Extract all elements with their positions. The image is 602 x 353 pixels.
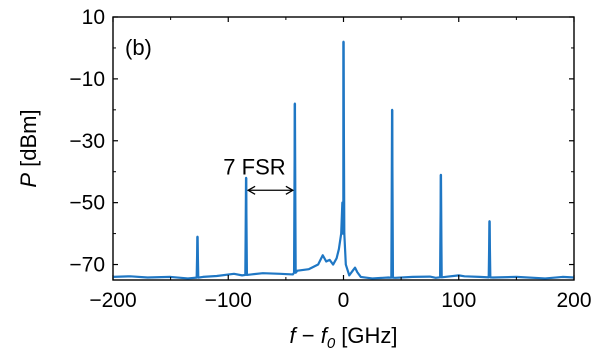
y-tick-label: −10: [69, 68, 105, 91]
axis-ticks: −200 −100 0 100 200 10 −10 −30 −50 −70: [69, 6, 591, 312]
x-tick-label: −200: [89, 289, 136, 312]
x-axis-label: f − f0 [GHz]: [289, 323, 397, 352]
panel-label: (b): [125, 35, 152, 60]
y-tick-label: −50: [69, 192, 105, 215]
x-tick-label: 200: [556, 289, 591, 312]
x-tick-label: −100: [205, 289, 252, 312]
arrowhead-left: [246, 185, 256, 195]
y-tick-label: −70: [69, 254, 105, 277]
y-tick-label: −30: [69, 130, 105, 153]
spectrum-trace: [112, 40, 575, 280]
arrowhead-right: [285, 185, 295, 195]
fsr-annotation: 7 FSR: [223, 154, 295, 195]
annotation-label: 7 FSR: [223, 154, 285, 179]
y-axis-label: P [dBm]: [16, 109, 41, 187]
y-tick-label: 10: [82, 6, 105, 29]
x-tick-label: 0: [338, 289, 350, 312]
x-tick-label: 100: [441, 289, 476, 312]
